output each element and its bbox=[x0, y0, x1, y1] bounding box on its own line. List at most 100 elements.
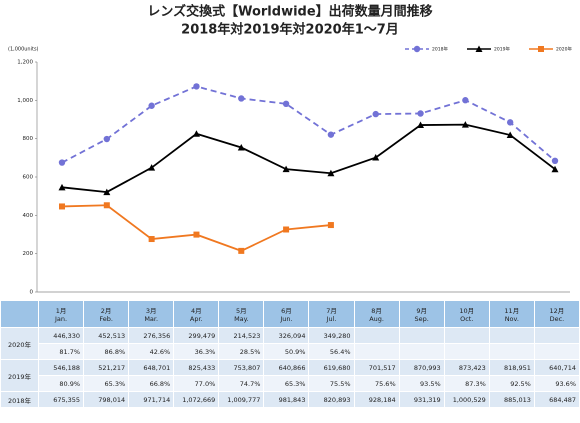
header-text: Feb. bbox=[99, 315, 113, 323]
header-text: Jan. bbox=[54, 315, 68, 323]
value-cell bbox=[533, 327, 580, 344]
data-point bbox=[238, 247, 245, 254]
data-point bbox=[103, 188, 111, 196]
table-row: 80.9% 65.3% 66.8% 77.0% 74.7% 65.3% 75.5% 75.6%… bbox=[1, 375, 580, 392]
y-tick-label: 1,200 bbox=[17, 60, 33, 66]
header-cell: 8月 Aug. bbox=[353, 300, 400, 328]
chart-subtitle: 2018年対2019年対2020年1～7月 bbox=[181, 22, 399, 38]
data-point bbox=[103, 202, 110, 209]
share-cell: 75.6% bbox=[353, 375, 400, 392]
data-point bbox=[372, 154, 380, 161]
header-cell: 7月 Jul. bbox=[308, 300, 355, 328]
share-cell: 36.3% bbox=[173, 343, 220, 360]
value-cell: 701,517 bbox=[353, 359, 400, 376]
data-point bbox=[417, 121, 425, 129]
y-axis-label: (1,000units) bbox=[8, 47, 39, 53]
y-tick-label: 800 bbox=[23, 136, 34, 142]
data-point bbox=[58, 159, 66, 166]
value-cell: 299,479 bbox=[173, 327, 220, 344]
header-text: May. bbox=[234, 315, 249, 323]
value-cell: 446,330 bbox=[37, 327, 85, 344]
table-row: 1月 Jan. 2月 Feb. 3月 Mar. 4月 Apr. 5月 May. 6月 Jun. 7月 Ju… bbox=[0, 300, 580, 328]
header-text: Mar. bbox=[144, 315, 159, 323]
value-cell bbox=[443, 327, 490, 344]
table-row: 2020年 446,330 452,513 276,356 299,479 214,523… bbox=[0, 327, 580, 360]
share-cell: 80.9% bbox=[37, 375, 85, 392]
data-point bbox=[237, 144, 245, 151]
header-cell: 1月 Jan. bbox=[37, 300, 85, 328]
corner-cell bbox=[0, 300, 39, 328]
data-point bbox=[58, 183, 66, 191]
value-cell bbox=[488, 327, 535, 344]
share-cell: 93.6% bbox=[533, 375, 580, 392]
value-cell: 546,188 bbox=[37, 359, 85, 376]
data-point bbox=[148, 236, 155, 243]
header-cell: 2月 Feb. bbox=[83, 300, 130, 328]
header-text: 6月 bbox=[281, 307, 292, 315]
header-text: Oct. bbox=[460, 315, 474, 323]
value-cell: 214,523 bbox=[218, 327, 265, 344]
share-cell bbox=[398, 343, 445, 360]
header-cell: 10月 Oct. bbox=[443, 300, 490, 328]
header-text: 3月 bbox=[145, 307, 157, 315]
y-tick-label: 0 bbox=[30, 290, 34, 296]
header-text: 11月 bbox=[504, 307, 520, 315]
data-point bbox=[192, 130, 200, 137]
table-row: 2018年 675,355 798,014 971,714 1,072,669 1,009… bbox=[0, 391, 580, 408]
share-cell: 65.3% bbox=[263, 375, 310, 392]
series-line bbox=[61, 85, 556, 164]
value-cell: 798,014 bbox=[83, 391, 130, 408]
value-cell: 870,993 bbox=[398, 359, 445, 376]
data-point bbox=[193, 231, 200, 238]
value-cell: 820,893 bbox=[308, 391, 355, 408]
share-cell bbox=[488, 343, 535, 360]
value-cell: 825,433 bbox=[173, 359, 220, 376]
share-cell bbox=[443, 343, 490, 360]
table-row: 81.7% 86.8% 42.6% 36.3% 28.5% 50.9% 56.4% bbox=[1, 343, 580, 360]
data-point bbox=[282, 100, 290, 108]
value-cell: 675,355 bbox=[37, 391, 85, 408]
data-point bbox=[283, 226, 290, 233]
share-cell: 87.3% bbox=[443, 375, 490, 392]
header-text: Jul. bbox=[326, 315, 337, 323]
share-cell: 66.8% bbox=[128, 375, 175, 392]
header-text: 5月 bbox=[236, 307, 247, 315]
legend-marker bbox=[475, 45, 483, 52]
legend-marker bbox=[538, 46, 544, 52]
data-point bbox=[417, 110, 424, 117]
share-cell: 42.6% bbox=[128, 343, 175, 360]
data-point bbox=[506, 119, 514, 126]
value-cell: 753,807 bbox=[218, 359, 265, 376]
header-text: 12月 bbox=[549, 307, 565, 315]
share-cell: 65.3% bbox=[83, 375, 130, 392]
header-text: 2月 bbox=[100, 307, 112, 315]
data-point bbox=[461, 121, 469, 128]
header-cell: 6月 Jun. bbox=[263, 300, 310, 328]
legend-label: 2019年 bbox=[494, 46, 510, 53]
legend-marker bbox=[413, 45, 421, 53]
series-line bbox=[61, 123, 556, 194]
legend-label: 2020年 bbox=[556, 46, 572, 53]
header-text: 7月 bbox=[326, 307, 337, 315]
value-cell: 640,714 bbox=[533, 359, 580, 376]
share-cell: 93.5% bbox=[398, 375, 445, 392]
row-label: 2020年 bbox=[0, 327, 39, 360]
data-point bbox=[148, 164, 156, 171]
row-label: 2019年 bbox=[0, 359, 39, 392]
y-tick-label: 600 bbox=[23, 175, 34, 181]
header-cell: 12月 Dec. bbox=[533, 300, 580, 328]
value-cell: 619,680 bbox=[308, 359, 355, 376]
value-cell: 640,866 bbox=[263, 359, 310, 376]
value-cell: 873,423 bbox=[443, 359, 490, 376]
data-point bbox=[148, 102, 155, 109]
y-tick-label: 400 bbox=[23, 213, 34, 219]
data-point bbox=[506, 131, 514, 139]
value-cell: 885,013 bbox=[488, 391, 535, 408]
header-text: Apr. bbox=[189, 315, 203, 323]
data-point bbox=[238, 95, 245, 102]
share-cell: 86.8% bbox=[83, 343, 130, 360]
chart: レンズ交換式【Worldwide】出荷数量月間推移 2018年対2019年対20… bbox=[8, 4, 572, 296]
share-cell: 92.5% bbox=[488, 375, 535, 392]
data-point bbox=[551, 157, 559, 165]
